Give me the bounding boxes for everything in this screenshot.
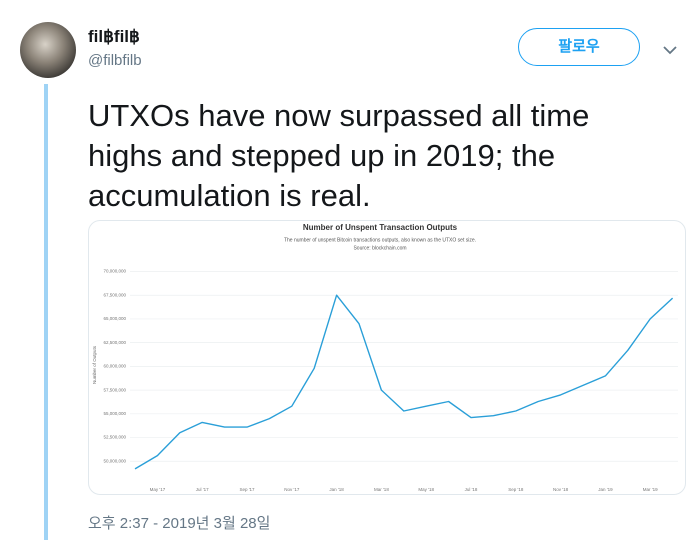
chart-title: Number of Unspent Transaction Outputs (303, 223, 458, 232)
y-tick-label: 55,000,000 (103, 411, 126, 416)
x-tick-label: May '17 (150, 487, 166, 492)
y-tick-label: 52,500,000 (103, 435, 126, 440)
y-tick-label: 67,500,000 (103, 292, 126, 297)
y-tick-label: 60,000,000 (103, 364, 126, 369)
data-line (134, 294, 674, 470)
y-tick-label: 65,000,000 (103, 316, 126, 321)
y-tick-label: 62,500,000 (103, 340, 126, 345)
user-handle[interactable]: @filbfilb (88, 52, 142, 69)
x-tick-label: Jul '17 (196, 487, 209, 492)
y-tick-label: 57,500,000 (103, 387, 126, 392)
y-axis-label: Number of Outputs (92, 345, 97, 384)
tweet-text: UTXOs have now surpassed all time highs … (88, 98, 590, 213)
x-tick-label: Nov '18 (553, 487, 569, 492)
x-tick-label: Jul '18 (465, 487, 478, 492)
x-tick-label: Jan '19 (598, 487, 613, 492)
user-name[interactable]: fil฿fil฿ (88, 27, 140, 46)
avatar[interactable] (20, 22, 76, 78)
y-tick-label: 50,000,000 (103, 458, 126, 463)
menu-chevron[interactable] (662, 44, 678, 56)
x-tick-label: Sep '17 (239, 487, 255, 492)
chart-source: Source: blockchain.com (353, 245, 406, 251)
x-tick-label: Mar '18 (374, 487, 389, 492)
chart-card[interactable] (88, 220, 686, 495)
x-tick-label: Nov '17 (284, 487, 300, 492)
follow-button[interactable]: 팔로우 (518, 28, 640, 66)
thread-line (44, 84, 48, 540)
chart-subtitle: The number of unspent Bitcoin transactio… (284, 237, 476, 243)
timestamp[interactable]: 오후 2:37 - 2019년 3월 28일 (88, 515, 271, 532)
x-tick-label: Mar '19 (643, 487, 658, 492)
x-tick-label: Jan '18 (329, 487, 344, 492)
x-tick-label: Sep '18 (508, 487, 524, 492)
x-tick-label: May '18 (418, 487, 434, 492)
y-tick-label: 70,000,000 (103, 269, 126, 274)
